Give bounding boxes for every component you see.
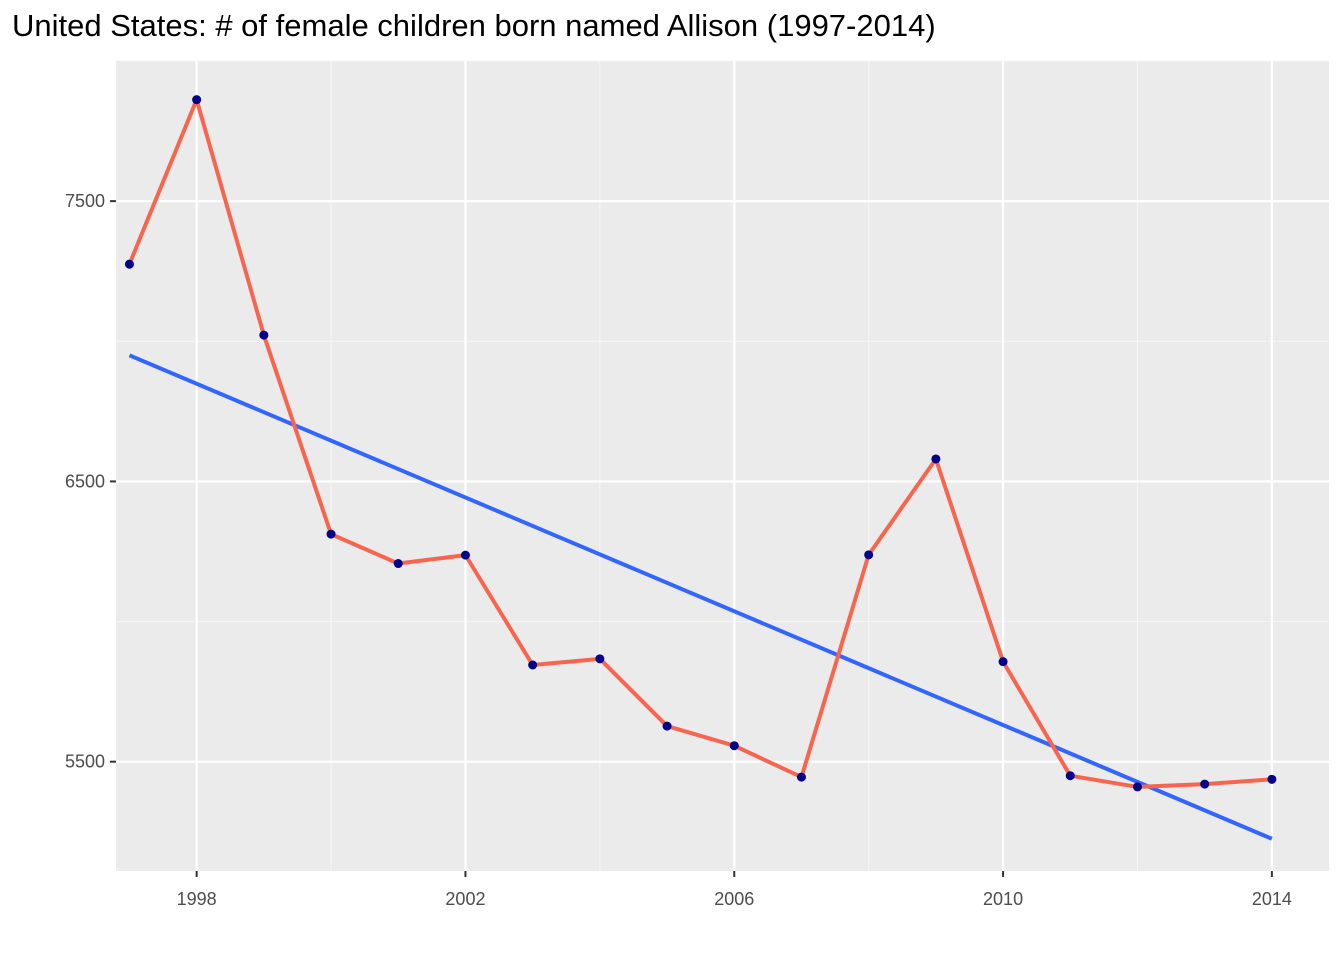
data-point-2009: [931, 454, 941, 464]
x-tick-label: 2002: [445, 889, 485, 909]
trend-layer: [128, 353, 1273, 841]
data-point-2013: [1200, 779, 1210, 789]
data-point-1999: [259, 330, 269, 340]
data-point-2012: [1132, 782, 1142, 792]
data-point-1998: [192, 95, 202, 105]
data-point-2004: [595, 654, 605, 664]
series-line: [127, 97, 1273, 789]
plot-panel: [116, 61, 1329, 871]
x-tick-label: 2014: [1252, 889, 1292, 909]
y-axis: 5500 6500 7500: [65, 191, 116, 772]
data-point-1997: [124, 259, 134, 269]
data-point-2001: [393, 559, 403, 569]
data-point-2000: [326, 529, 336, 539]
y-tick-label: 6500: [65, 471, 105, 491]
chart-title: United States: # of female children born…: [12, 8, 936, 43]
x-tick-label: 1998: [177, 889, 217, 909]
x-tick-label: 2010: [983, 889, 1023, 909]
x-tick-label: 2006: [714, 889, 754, 909]
series-layer: [127, 97, 1273, 789]
data-point-2003: [528, 660, 538, 670]
major-gridlines: [116, 61, 1329, 871]
minor-gridlines: [116, 60, 1329, 871]
data-point-2006: [729, 741, 739, 751]
trend-line: [128, 353, 1273, 841]
data-point-2005: [662, 721, 672, 731]
data-point-2010: [998, 657, 1008, 667]
data-point-2007: [796, 772, 806, 782]
data-point-2014: [1267, 774, 1277, 784]
y-tick-label: 5500: [65, 752, 105, 772]
data-point-2011: [1065, 771, 1075, 781]
points-layer: [124, 95, 1277, 792]
data-point-2008: [864, 550, 874, 560]
data-point-2002: [460, 550, 470, 560]
y-tick-label: 7500: [65, 191, 105, 211]
x-axis: 1998 2002 2006 2010 2014: [177, 871, 1292, 909]
